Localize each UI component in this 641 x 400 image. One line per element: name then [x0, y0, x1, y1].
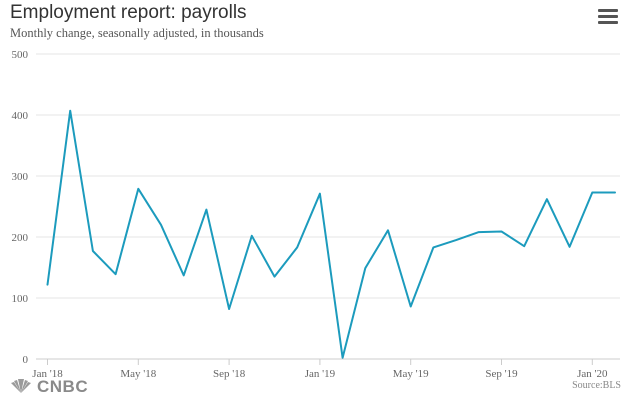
x-tick-label: May '18 — [120, 368, 156, 380]
cnbc-peacock-icon — [11, 379, 31, 393]
data-point[interactable] — [112, 270, 120, 278]
menu-icon[interactable] — [598, 9, 618, 25]
data-point[interactable] — [44, 281, 52, 289]
x-tick-label: Jan '20 — [577, 368, 608, 380]
data-point[interactable] — [566, 243, 574, 251]
y-tick-label: 200 — [12, 232, 29, 244]
data-point[interactable] — [180, 271, 188, 279]
data-point[interactable] — [134, 185, 142, 193]
data-point[interactable] — [271, 273, 279, 281]
data-point[interactable] — [407, 303, 415, 311]
data-point[interactable] — [588, 188, 596, 196]
y-tick-label: 0 — [23, 354, 29, 366]
chart-subtitle: Monthly change, seasonally adjusted, in … — [10, 26, 264, 40]
data-point[interactable] — [316, 190, 324, 198]
y-tick-label: 500 — [12, 49, 29, 61]
x-tick-label: Jan '18 — [32, 368, 63, 380]
data-point[interactable] — [543, 195, 551, 203]
cnbc-logo: CNBC — [8, 377, 88, 397]
data-point[interactable] — [202, 206, 210, 214]
series-line-payrolls — [46, 109, 616, 359]
y-tick-label: 400 — [12, 110, 29, 122]
data-point[interactable] — [611, 188, 619, 196]
cnbc-logo-text: CNBC — [37, 377, 89, 396]
data-point[interactable] — [339, 354, 347, 362]
data-point[interactable] — [66, 107, 74, 115]
source-note: Source:BLS — [572, 380, 621, 391]
data-point[interactable] — [361, 264, 369, 272]
data-point[interactable] — [475, 228, 483, 236]
data-point[interactable] — [520, 242, 528, 250]
x-tick-label: Jan '19 — [305, 368, 336, 380]
y-tick-label: 300 — [12, 171, 29, 183]
data-point[interactable] — [89, 247, 97, 255]
data-point[interactable] — [225, 305, 233, 313]
chart-title: Employment report: payrolls — [10, 2, 247, 23]
data-point[interactable] — [248, 232, 256, 240]
x-tick-label: Sep '19 — [485, 368, 518, 380]
data-point[interactable] — [429, 243, 437, 251]
x-tick-label: Sep '18 — [213, 368, 246, 380]
data-point[interactable] — [384, 226, 392, 234]
data-point[interactable] — [157, 221, 165, 229]
data-point[interactable] — [293, 243, 301, 251]
data-point[interactable] — [498, 228, 506, 236]
y-tick-label: 100 — [12, 293, 29, 305]
data-point[interactable] — [452, 236, 460, 244]
x-tick-label: May '19 — [393, 368, 429, 380]
